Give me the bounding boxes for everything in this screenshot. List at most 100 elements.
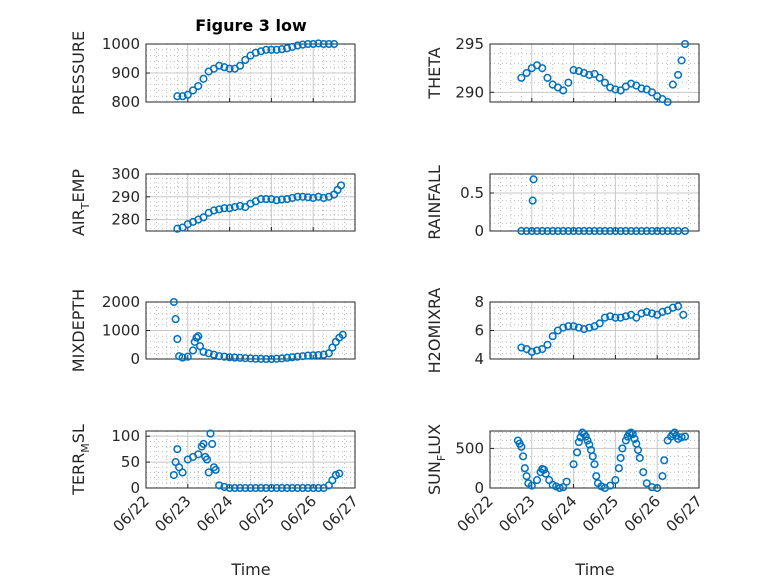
y-axis-label: H2OMIXRA bbox=[425, 288, 444, 374]
data-point bbox=[199, 439, 208, 449]
data-point bbox=[595, 226, 604, 236]
data-point bbox=[606, 312, 615, 321]
data-point bbox=[541, 469, 550, 478]
data-point bbox=[532, 226, 542, 236]
data-point bbox=[225, 204, 234, 213]
data-point bbox=[194, 450, 203, 459]
data-point bbox=[527, 226, 536, 236]
data-point bbox=[574, 438, 583, 447]
data-point bbox=[647, 226, 657, 236]
data-point bbox=[220, 204, 229, 213]
data-point bbox=[241, 354, 250, 363]
y-tick-label: 50 bbox=[121, 453, 140, 471]
figure-title: Figure 3 low bbox=[195, 16, 307, 35]
data-point bbox=[230, 483, 239, 493]
data-point bbox=[262, 45, 271, 54]
data-point bbox=[298, 352, 307, 361]
data-point bbox=[169, 470, 178, 480]
data-point bbox=[543, 340, 552, 349]
data-point bbox=[195, 342, 205, 351]
y-tick-label: 0 bbox=[474, 222, 484, 240]
data-point bbox=[555, 483, 564, 493]
data-point bbox=[178, 92, 187, 101]
data-point bbox=[639, 468, 648, 477]
data-point bbox=[642, 479, 651, 488]
y-axis-label: TERRMSL bbox=[69, 424, 92, 496]
data-point bbox=[668, 226, 677, 236]
data-point bbox=[183, 352, 192, 361]
y-axis-label: RAINFALL bbox=[425, 165, 444, 240]
data-point bbox=[338, 330, 347, 339]
data-point bbox=[225, 483, 234, 493]
data-point bbox=[272, 196, 281, 205]
data-point bbox=[267, 483, 276, 493]
data-point bbox=[178, 468, 187, 477]
data-point bbox=[220, 63, 229, 72]
data-point bbox=[288, 483, 297, 493]
y-tick-label: 4 bbox=[474, 350, 484, 368]
axes-box bbox=[145, 43, 356, 103]
data-point bbox=[581, 432, 590, 441]
data-point bbox=[517, 73, 526, 82]
data-point bbox=[303, 351, 313, 360]
data-point bbox=[314, 39, 323, 48]
data-point bbox=[267, 354, 276, 364]
data-point bbox=[583, 436, 592, 445]
data-point bbox=[288, 353, 297, 362]
x-tick-label: 06/22 bbox=[110, 492, 153, 535]
x-tick-label: 06/22 bbox=[454, 492, 497, 535]
data-point bbox=[194, 332, 203, 341]
y-tick-label: 295 bbox=[455, 35, 484, 53]
data-point bbox=[632, 226, 641, 236]
data-point bbox=[559, 483, 568, 492]
y-tick-label: 0.5 bbox=[460, 184, 484, 202]
y-tick-label: 290 bbox=[455, 83, 484, 101]
data-point bbox=[647, 483, 657, 492]
data-point bbox=[190, 337, 199, 346]
data-point bbox=[209, 350, 218, 359]
data-point bbox=[681, 432, 690, 441]
data-point bbox=[277, 45, 286, 54]
data-point bbox=[236, 483, 245, 493]
data-point bbox=[632, 313, 641, 322]
data-point bbox=[588, 452, 597, 461]
data-point bbox=[600, 313, 610, 322]
data-point bbox=[283, 353, 292, 362]
data-point bbox=[256, 354, 266, 363]
data-point bbox=[173, 445, 182, 454]
data-point bbox=[256, 47, 266, 56]
x-tick-label: 06/24 bbox=[537, 492, 580, 535]
data-point bbox=[262, 195, 271, 204]
data-point bbox=[637, 226, 646, 236]
data-point bbox=[569, 322, 578, 331]
data-point bbox=[192, 333, 201, 342]
data-point bbox=[616, 453, 625, 462]
data-point bbox=[569, 66, 578, 75]
subplot-rainfall: 0 0.5 RAINFALL bbox=[425, 165, 700, 240]
data-point bbox=[283, 195, 292, 204]
data-point bbox=[194, 82, 203, 91]
data-point bbox=[600, 78, 610, 87]
data-point bbox=[171, 315, 180, 324]
data-point bbox=[590, 226, 599, 236]
data-point bbox=[215, 481, 224, 490]
data-point bbox=[642, 226, 651, 236]
data-point bbox=[679, 310, 688, 319]
data-point bbox=[314, 483, 323, 493]
data-point bbox=[298, 192, 307, 201]
data-point bbox=[199, 74, 208, 83]
y-tick-label: 8 bbox=[474, 293, 484, 311]
y-tick-label: 500 bbox=[455, 439, 484, 457]
data-point bbox=[314, 192, 323, 201]
data-point bbox=[590, 69, 599, 79]
data-point bbox=[538, 226, 547, 236]
data-point bbox=[188, 86, 198, 95]
data-point bbox=[621, 312, 630, 321]
data-point bbox=[564, 226, 573, 236]
data-point bbox=[246, 354, 255, 363]
y-tick-label: 1000 bbox=[102, 35, 140, 53]
data-point bbox=[630, 434, 639, 443]
data-point bbox=[611, 85, 620, 94]
x-tick-label: 06/26 bbox=[277, 492, 320, 535]
